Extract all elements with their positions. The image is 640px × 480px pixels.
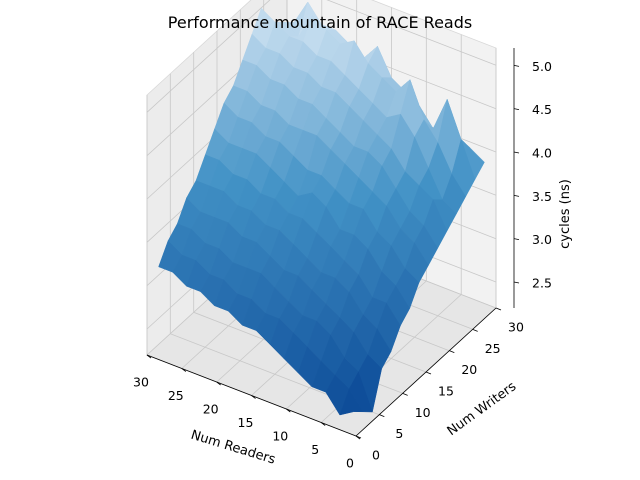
grid-line xyxy=(146,0,497,113)
x-tick-label: 5 xyxy=(311,442,319,457)
y-tick-mark xyxy=(449,350,455,354)
tick-labels: 0510152025300510152025302.53.03.54.04.55… xyxy=(133,59,552,471)
z-axis-label: cycles (ns) xyxy=(558,179,573,249)
z-tick-mark xyxy=(513,238,520,241)
x-tick-mark xyxy=(216,381,221,386)
y-tick-mark xyxy=(402,392,408,396)
x-tick-label: 15 xyxy=(238,415,254,430)
y-tick-label: 5 xyxy=(395,426,403,441)
surface xyxy=(158,1,485,416)
y-tick-mark xyxy=(472,328,478,332)
y-tick-mark xyxy=(495,307,502,311)
z-tick-mark xyxy=(513,108,520,111)
x-tick-label: 0 xyxy=(346,456,354,471)
x-tick-mark xyxy=(146,354,152,359)
z-tick-mark xyxy=(513,64,520,67)
y-tick-label: 25 xyxy=(485,341,501,356)
z-tick-label: 2.5 xyxy=(532,276,552,291)
y-tick-label: 30 xyxy=(508,320,524,335)
y-tick-label: 0 xyxy=(372,448,380,463)
z-tick-label: 3.0 xyxy=(532,232,552,247)
x-tick-label: 25 xyxy=(168,388,184,403)
z-tick-mark xyxy=(513,281,520,284)
x-tick-mark xyxy=(320,422,326,426)
grid-line xyxy=(169,73,380,416)
x-tick-label: 20 xyxy=(203,402,219,417)
y-tick-label: 20 xyxy=(461,362,477,377)
z-tick-mark xyxy=(513,194,520,197)
chart-title: Performance mountain of RACE Reads xyxy=(168,13,472,32)
y-tick-mark xyxy=(425,371,432,375)
x-tick-label: 30 xyxy=(133,375,149,390)
x-tick-mark xyxy=(251,395,256,399)
y-tick-label: 10 xyxy=(415,405,431,420)
z-tick-label: 4.5 xyxy=(532,102,552,117)
z-tick-label: 4.0 xyxy=(532,146,552,161)
y-tick-label: 15 xyxy=(438,384,454,399)
y-tick-mark xyxy=(355,435,362,439)
x-tick-label: 10 xyxy=(272,429,288,444)
y-tick-mark xyxy=(379,414,385,418)
x-tick-mark xyxy=(286,408,291,413)
y-axis-label: Num Writers xyxy=(445,379,520,439)
z-tick-label: 5.0 xyxy=(532,59,552,74)
x-tick-mark xyxy=(181,368,187,372)
z-tick-label: 3.5 xyxy=(532,189,552,204)
x-axis-label: Num Readers xyxy=(189,428,277,468)
surface-cell xyxy=(339,388,364,416)
z-tick-mark xyxy=(513,151,520,154)
